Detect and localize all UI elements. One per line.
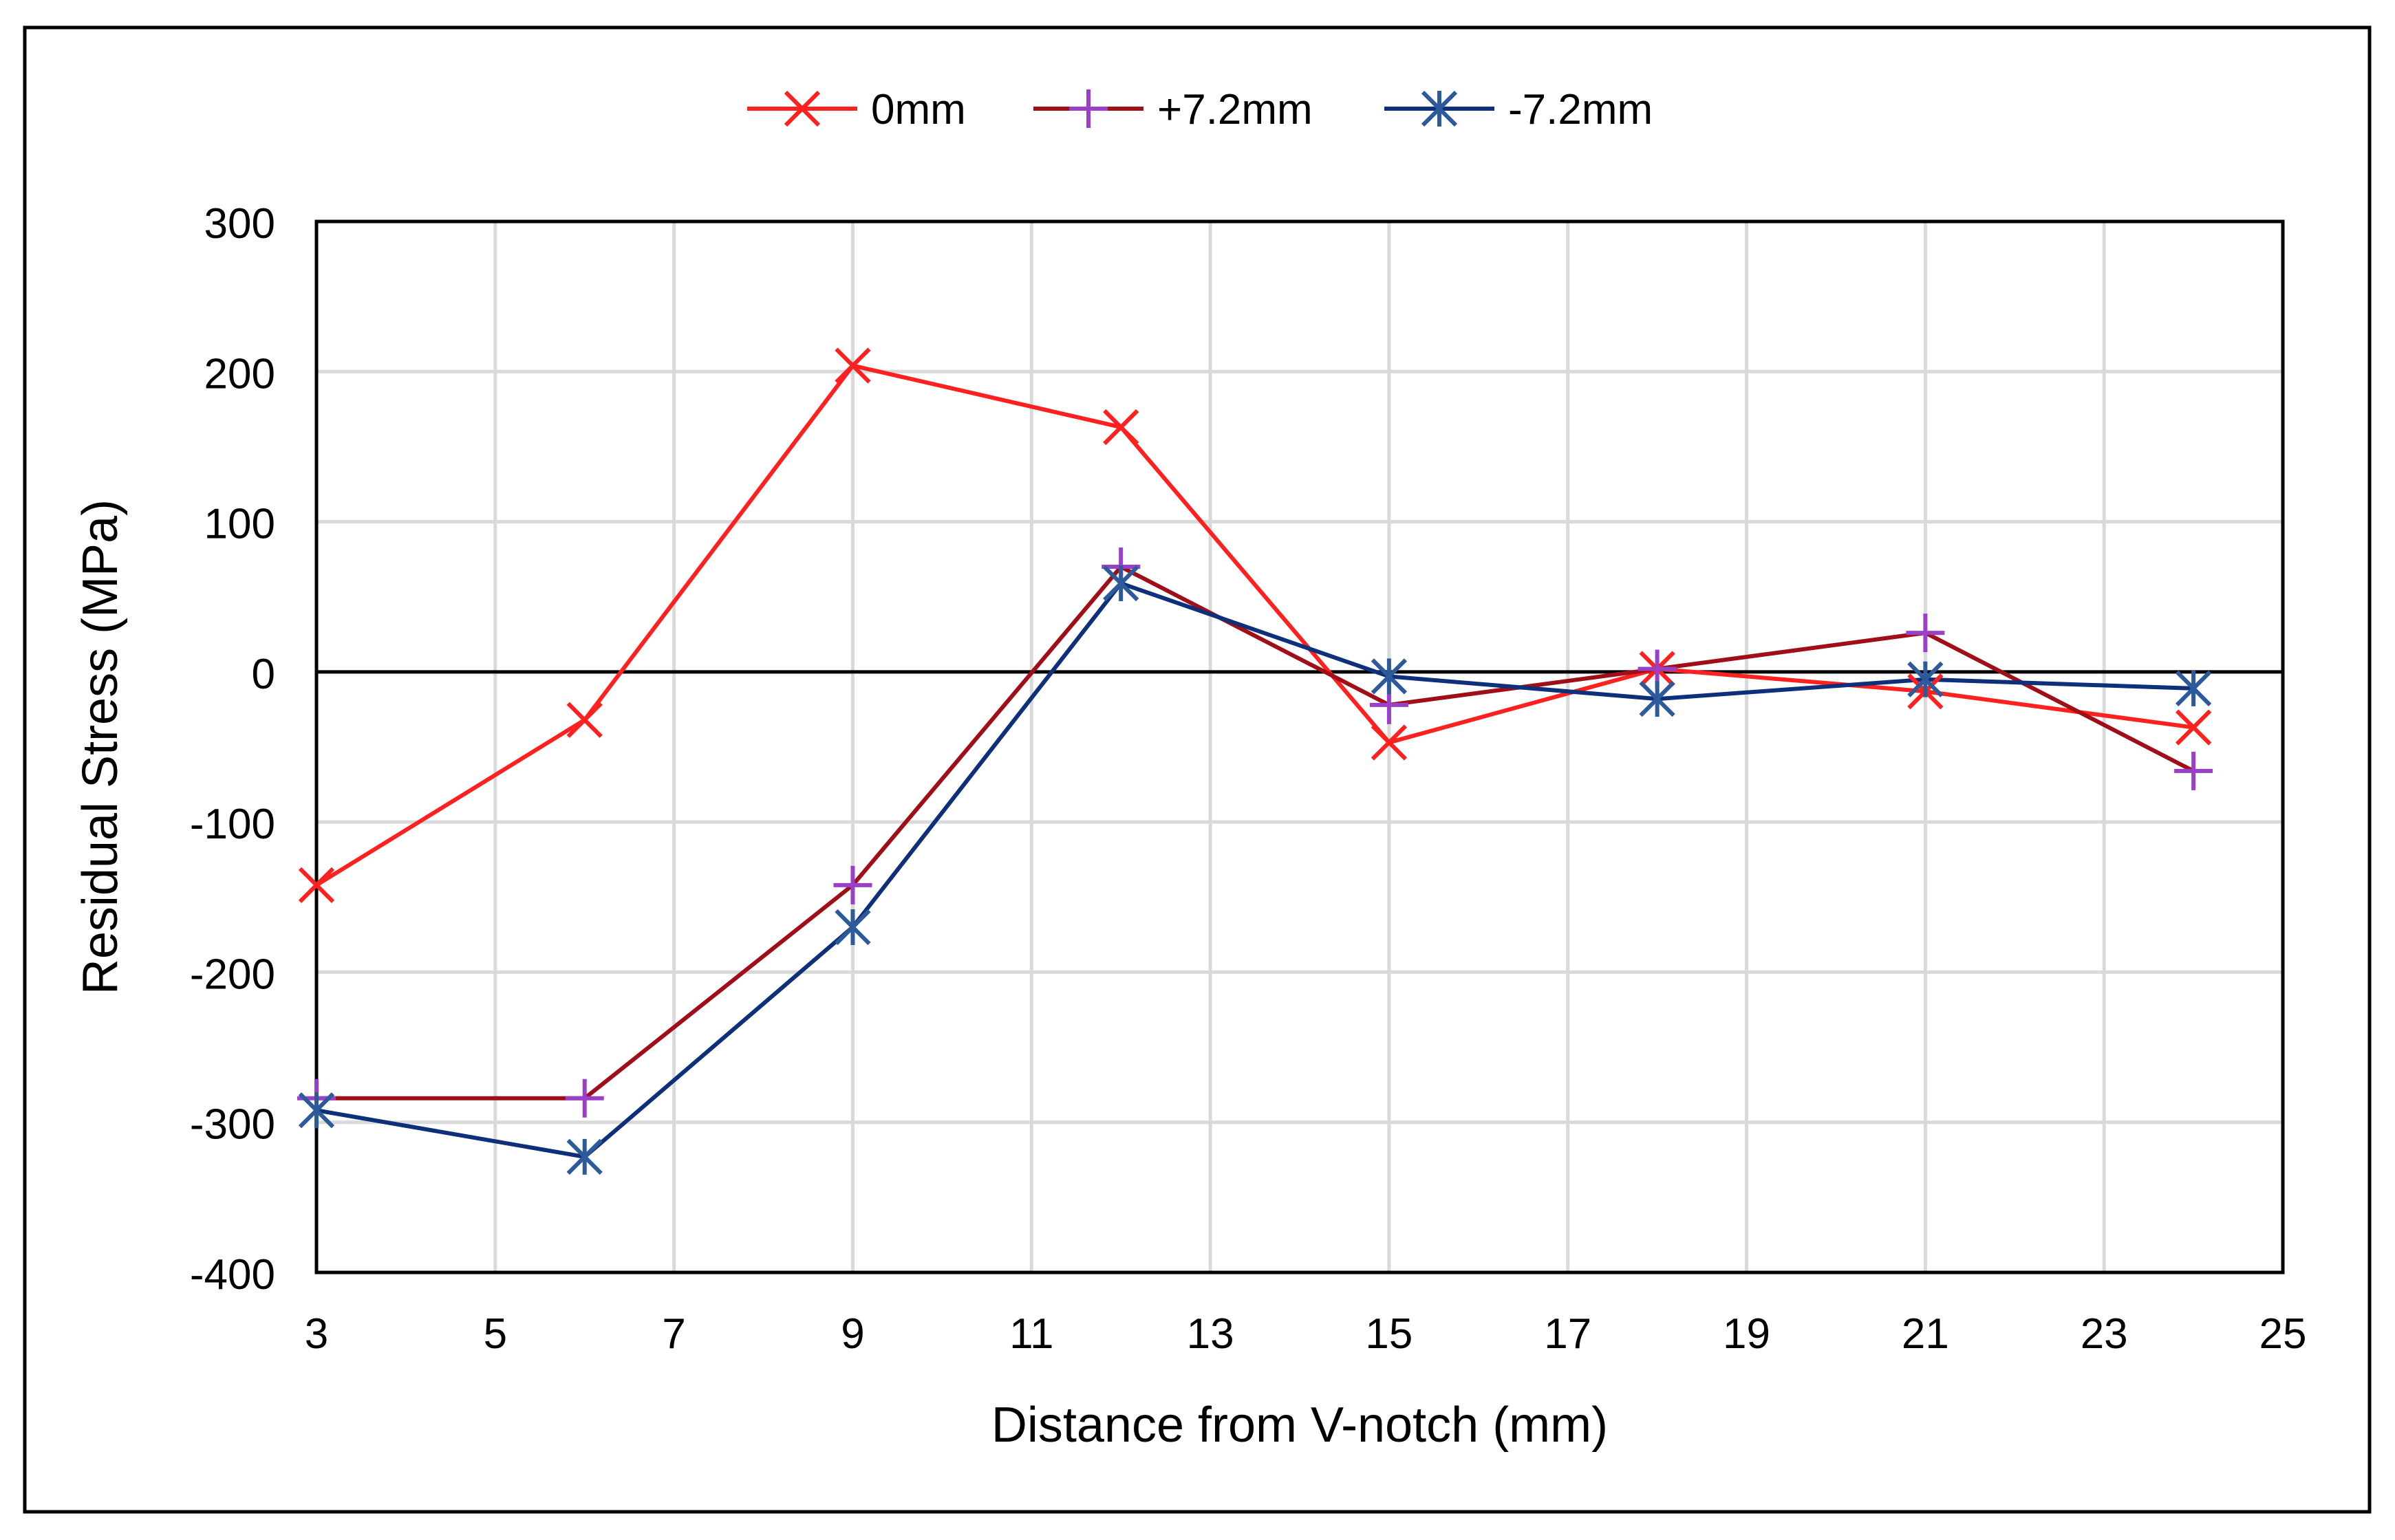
x-tick-label: 13: [1187, 1310, 1234, 1358]
data-point-marker: [2174, 751, 2213, 790]
x-axis-title: Distance from V-notch (mm): [991, 1398, 1608, 1453]
y-axis-tick-labels: -400 -300 -200 -100 0 100 200 300: [190, 200, 275, 1299]
data-point-marker: [2175, 709, 2212, 746]
data-point-marker: [1639, 681, 1675, 717]
y-tick-label: 0: [252, 651, 275, 698]
data-point-marker: [1907, 661, 1944, 697]
x-tick-label: 7: [662, 1310, 685, 1358]
x-tick-label: 5: [484, 1310, 507, 1358]
legend-item: +7.2mm: [1033, 86, 1313, 133]
y-tick-label: -400: [190, 1251, 275, 1299]
x-tick-label: 15: [1365, 1310, 1413, 1358]
legend-item: 0mm: [747, 86, 966, 133]
grid-lines: [316, 221, 2283, 1272]
data-point-marker: [833, 865, 872, 904]
x-tick-label: 9: [841, 1310, 864, 1358]
series-line-0: [315, 363, 2194, 887]
y-tick-label: -200: [190, 951, 275, 998]
data-markers: [297, 347, 2213, 1175]
data-point-marker: [835, 909, 871, 946]
x-tick-label: 23: [2081, 1310, 2128, 1358]
legend-label: +7.2mm: [1157, 86, 1313, 133]
x-tick-label: 3: [305, 1310, 328, 1358]
y-tick-label: -300: [190, 1101, 275, 1149]
x-tick-label: 11: [1009, 1310, 1053, 1358]
series-line-2: [316, 581, 2194, 1159]
y-tick-label: -100: [190, 801, 275, 848]
y-tick-label: 200: [204, 350, 275, 398]
legend: 0mm +7.2mm -7.2mm: [747, 86, 1653, 133]
y-axis-title: Residual Stress (MPa): [73, 499, 128, 995]
legend-marker: [1421, 90, 1458, 127]
series-line-1: [316, 565, 2195, 1100]
x-tick-label: 17: [1544, 1310, 1591, 1358]
x-tick-label: 25: [2259, 1310, 2307, 1358]
data-point-marker: [566, 702, 603, 738]
plot-area-border: [314, 219, 2285, 1275]
data-point-marker: [835, 347, 871, 384]
x-tick-label: 19: [1723, 1310, 1770, 1358]
x-axis-tick-labels: 3 5 7 9 11 13 15 17 19 21 23 25: [305, 1310, 2307, 1358]
data-series: [315, 363, 2195, 1159]
data-point-marker: [1371, 658, 1408, 695]
data-point-marker: [2175, 670, 2212, 706]
y-tick-label: 100: [204, 501, 275, 548]
legend-label: -7.2mm: [1508, 86, 1653, 133]
data-point-marker: [565, 1078, 604, 1118]
data-point-marker: [298, 1092, 335, 1129]
x-tick-label: 21: [1902, 1310, 1949, 1358]
y-tick-label: 300: [204, 200, 275, 248]
legend-label: 0mm: [871, 86, 966, 133]
chart-outer-border: [23, 25, 2372, 1514]
legend-item: -7.2mm: [1384, 86, 1653, 133]
data-point-marker: [566, 1138, 603, 1175]
data-point-marker: [298, 867, 335, 903]
data-point-marker: [1906, 614, 1945, 653]
legend-marker: [784, 90, 821, 127]
data-point-marker: [1103, 565, 1139, 602]
data-point-marker: [1371, 724, 1408, 761]
data-point-marker: [1103, 409, 1139, 446]
legend-marker: [1069, 89, 1108, 128]
